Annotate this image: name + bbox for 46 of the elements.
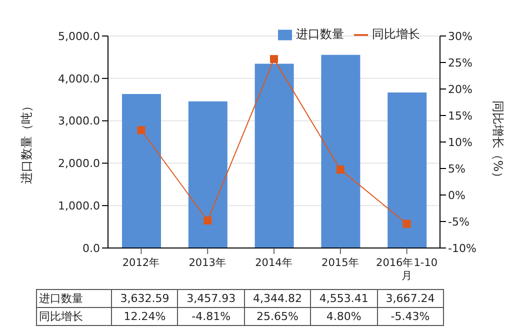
y2-axis-title: 同比增长（%） xyxy=(490,100,505,184)
data-label: 3,457.93 xyxy=(178,290,244,308)
x-tick-label: 2013年 xyxy=(188,257,226,269)
data-label: -4.81% xyxy=(178,308,244,326)
y2-tick-label: 30% xyxy=(448,30,472,43)
y2-tick-label: 20% xyxy=(448,82,472,96)
bar xyxy=(188,101,228,248)
y-tick-label: 2,000.0 xyxy=(58,157,100,170)
point xyxy=(204,216,212,224)
data-label: 4,553.41 xyxy=(310,290,378,308)
y2-tick-label: 15% xyxy=(448,109,472,122)
bar xyxy=(122,94,161,248)
y-tick-label: 1,000.0 xyxy=(58,200,100,213)
x-tick-label: 2016年1-10月 xyxy=(376,257,438,282)
y2-tick-label: -10% xyxy=(448,242,476,255)
y-axis-title: 进口数量（吨） xyxy=(19,100,34,184)
y2-tick-label: 0% xyxy=(448,188,466,202)
y2-tick-label: 10% xyxy=(448,136,472,149)
text: 进口数量 xyxy=(39,292,83,305)
y-tick-label: 0.0 xyxy=(82,242,100,255)
y2-tick-label: -5% xyxy=(448,215,470,228)
data-label: 3,667.24 xyxy=(377,290,444,308)
text: 同比增长 xyxy=(39,310,83,323)
x-tick-label: 2014年 xyxy=(255,257,293,269)
data-label: 3,632.59 xyxy=(112,290,178,308)
data-label: 25.65% xyxy=(244,308,311,326)
y-tick-label: 3,000.0 xyxy=(58,114,100,128)
data-label: -5.43% xyxy=(377,308,444,326)
point xyxy=(270,55,278,64)
point xyxy=(402,220,411,228)
x-tick-label: 2015年 xyxy=(322,257,360,269)
bar xyxy=(254,64,294,248)
y-tick-label: 4,000.0 xyxy=(58,72,100,86)
y-tick-label: 5,000.0 xyxy=(58,30,100,43)
data-label: 4,344.82 xyxy=(244,290,311,308)
point xyxy=(336,166,344,174)
point xyxy=(137,126,146,134)
bar xyxy=(321,54,360,248)
y2-tick-label: 5% xyxy=(448,162,466,176)
bar xyxy=(388,92,427,248)
x-tick-label: 2012年 xyxy=(122,257,160,269)
data-label: 4.80% xyxy=(310,308,378,326)
data-label: 12.24% xyxy=(112,308,178,326)
legend-label: 进口数量 xyxy=(296,27,344,41)
y2-tick-label: 25% xyxy=(448,56,472,70)
legend-label: 同比增长 xyxy=(372,27,420,41)
